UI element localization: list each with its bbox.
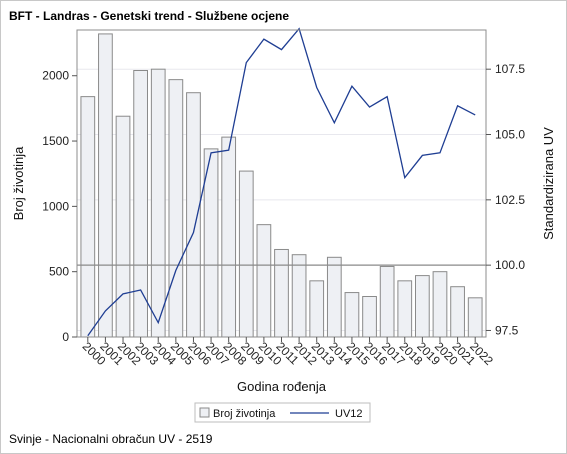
bar: [80, 96, 96, 338]
bar: [379, 265, 395, 338]
bar: [133, 70, 148, 338]
right-tick-label: 102.5: [495, 193, 525, 207]
y-axis-title: Broj životinja: [11, 146, 26, 220]
bar: [168, 79, 184, 338]
bar: [397, 280, 413, 338]
left-tick-label: 1500: [42, 134, 69, 148]
bar: [362, 296, 377, 338]
bar: [291, 254, 307, 338]
legend-label-line: UV12: [335, 408, 363, 420]
bar: [238, 170, 254, 338]
bar: [432, 271, 448, 338]
right-tick-label: 97.5: [495, 323, 519, 337]
line-layer: [87, 27, 476, 337]
left-tick-label: 1000: [42, 199, 69, 213]
bar: [150, 68, 166, 338]
bar: [186, 92, 201, 338]
x-axis-title: Godina rođenja: [237, 379, 327, 394]
uv12-line: [87, 27, 476, 337]
bar: [309, 280, 325, 338]
right-tick-label: 105.0: [495, 128, 525, 142]
bar: [221, 136, 237, 338]
left-tick-label: 500: [49, 265, 69, 279]
legend-box: [194, 402, 371, 423]
bar: [115, 115, 131, 338]
bar: [467, 297, 483, 338]
chart-title: BFT - Landras - Genetski trend - Služben…: [9, 9, 290, 23]
bar: [98, 33, 113, 338]
legend-layer: Broj životinja UV12: [194, 402, 371, 423]
footnote: Svinje - Nacionalni obračun UV - 2519: [9, 432, 213, 446]
right-tick-label: 107.5: [495, 62, 525, 76]
y2-axis-title: Standardizirana UV: [541, 127, 556, 240]
right-tick-label: 100.0: [495, 258, 525, 272]
bar: [344, 292, 360, 338]
bar: [450, 286, 465, 338]
bar-layer: [80, 33, 483, 338]
left-tick-label: 2000: [42, 69, 69, 83]
legend-bar-swatch: [199, 407, 210, 418]
bar: [415, 275, 430, 338]
bar: [274, 248, 289, 338]
bar: [256, 224, 272, 338]
left-tick-label: 0: [62, 330, 69, 344]
legend-label-bars: Broj životinja: [213, 408, 276, 420]
bar: [326, 256, 342, 338]
